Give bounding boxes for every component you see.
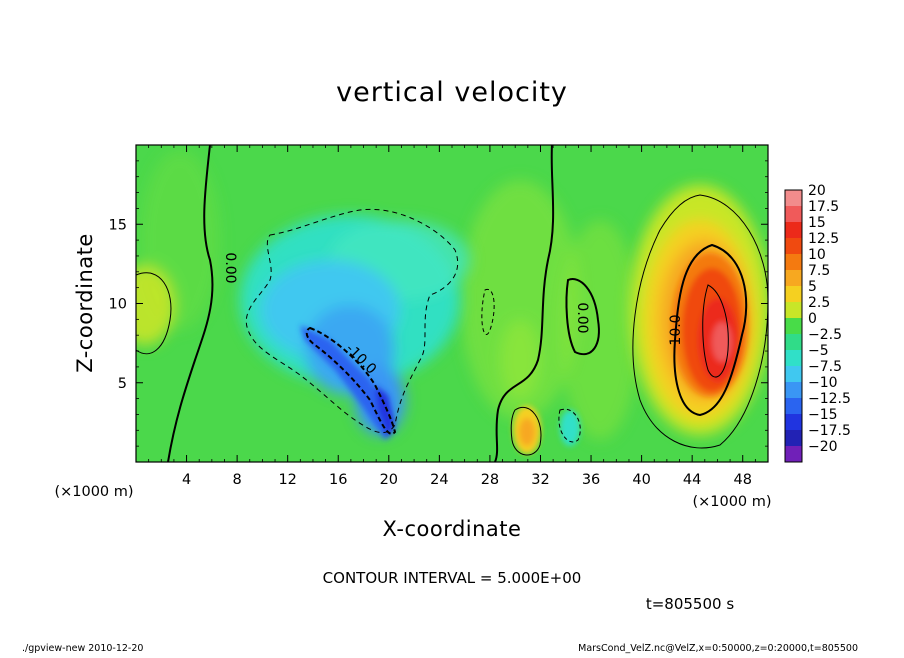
z-unit-label: (×1000 m) <box>54 484 133 500</box>
colorbar-label: −5 <box>808 343 829 359</box>
colorbar-swatch <box>785 334 802 351</box>
dashed-small-2 <box>558 408 581 443</box>
colorbar-label: −7.5 <box>808 359 842 375</box>
x-tick-label: 8 <box>233 472 242 488</box>
time-text: t=805500 s <box>646 595 734 613</box>
x-tick-label: 44 <box>683 472 701 488</box>
colorbar-label: −15 <box>808 407 838 423</box>
colorbar-swatch <box>785 414 802 431</box>
colorbar-label: −10 <box>808 375 838 391</box>
x-tick-label: 32 <box>531 472 549 488</box>
x-tick-label: 48 <box>733 472 751 488</box>
downdraft-dashed-outer <box>245 208 459 434</box>
colorbar-swatch <box>785 318 802 335</box>
downdraft-core <box>300 325 395 440</box>
colorbar-label: 5 <box>808 279 817 295</box>
left-weak-contour <box>136 272 172 355</box>
colorbar-swatch <box>785 382 802 399</box>
colorbar-label: 17.5 <box>808 199 839 215</box>
colorbar-label: 12.5 <box>808 231 839 247</box>
colorbar-label: 0 <box>808 311 817 327</box>
downdraft-region <box>240 215 470 435</box>
zero-contour-right <box>565 278 600 355</box>
colorbar-swatch <box>785 286 802 303</box>
x-tick-label: 4 <box>182 472 191 488</box>
colorbar-swatch <box>785 206 802 223</box>
colorbar-label: −17.5 <box>808 423 851 439</box>
heatmap-field: 0.00 -10.0 0.00 10.0 <box>136 145 768 462</box>
colorbar-swatch <box>785 446 802 463</box>
x-tick-label: 28 <box>481 472 499 488</box>
zero-contour-left <box>167 145 214 462</box>
weak-updraft-areas <box>136 150 640 440</box>
colorbar-swatch <box>785 270 802 287</box>
x-tick-label: 20 <box>380 472 398 488</box>
chart-title: vertical velocity <box>336 77 568 108</box>
contour-interval-text: CONTOUR INTERVAL = 5.000E+00 <box>323 569 582 587</box>
colorbar-swatch <box>785 190 802 207</box>
zero-contour-mid <box>494 145 555 462</box>
x-unit-label: (×1000 m) <box>692 494 771 510</box>
colorbar-swatch <box>785 366 802 383</box>
colorbar-label: 7.5 <box>808 263 830 279</box>
colorbar-label: −20 <box>808 439 838 455</box>
y-tick-label: 15 <box>109 217 127 233</box>
colorbar-swatch <box>785 302 802 319</box>
x-axis-title: X-coordinate <box>383 517 522 541</box>
x-axis-ticks: 4 8 12 16 20 24 28 32 36 40 44 48 <box>148 145 756 488</box>
x-tick-label: 36 <box>582 472 600 488</box>
colorbar-swatch <box>785 238 802 255</box>
footer-right: MarsCond_VelZ.nc@VelZ,x=0:50000,z=0:2000… <box>578 643 858 654</box>
colorbar-label: 2.5 <box>808 295 830 311</box>
updraft-contour-inner <box>702 284 729 378</box>
y-tick-label: 10 <box>109 297 127 313</box>
colorbar: 2017.51512.5107.552.50−2.5−5−7.5−10−12.5… <box>784 183 851 463</box>
colorbar-swatch <box>785 350 802 367</box>
updraft-core <box>672 253 748 397</box>
downdraft-dashed-core <box>305 326 397 435</box>
colorbar-swatch <box>785 222 802 239</box>
updraft-contour-outer <box>632 194 768 449</box>
small-yellow-contour <box>510 407 542 456</box>
colorbar-swatch <box>785 430 802 447</box>
colorbar-label: −2.5 <box>808 327 842 343</box>
colorbar-swatch <box>785 254 802 271</box>
contour-label: 10.0 <box>668 314 684 345</box>
x-tick-label: 40 <box>632 472 650 488</box>
colorbar-frame <box>784 189 803 463</box>
contour-label: 0.00 <box>222 252 238 283</box>
colorbar-swatch <box>785 398 802 415</box>
x-tick-label: 16 <box>329 472 347 488</box>
colorbar-label: 10 <box>808 247 826 263</box>
colorbar-label: 15 <box>808 215 826 231</box>
x-tick-label: 24 <box>430 472 448 488</box>
x-tick-label: 12 <box>278 472 296 488</box>
updraft-contour-10 <box>673 243 748 417</box>
y-axis-title: Z-coordinate <box>73 233 97 373</box>
dashed-small-1 <box>481 288 495 335</box>
colorbar-label: 20 <box>808 183 826 199</box>
y-axis-ticks: 5 10 15 <box>109 160 768 447</box>
contour-lines <box>136 145 768 462</box>
contour-label: 0.00 <box>574 302 590 333</box>
colorbar-label: −12.5 <box>808 391 851 407</box>
footer-left: ./gpview-new 2010-12-20 <box>22 643 143 654</box>
y-tick-label: 5 <box>118 376 127 392</box>
